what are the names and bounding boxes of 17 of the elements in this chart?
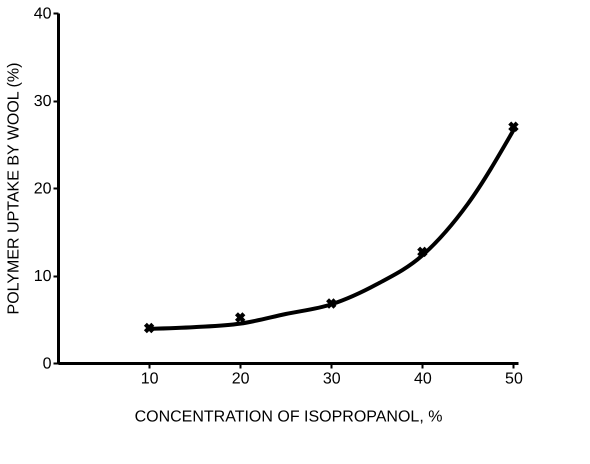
y-tick-label: 10: [34, 268, 52, 285]
point: [144, 322, 154, 334]
point: [234, 312, 246, 323]
point: [508, 122, 519, 132]
x-tick-label: 20: [232, 370, 250, 388]
y-tick-label: 30: [34, 93, 52, 110]
x-tick-label: 10: [140, 370, 159, 388]
y-axis-title: POLYMER UPTAKE BY WOOL (%): [6, 62, 23, 314]
point: [417, 246, 428, 258]
x-tick-label: 50: [505, 370, 523, 388]
point: [326, 298, 336, 309]
y-tick-label: 40: [34, 6, 52, 22]
x-tick-label: 40: [414, 370, 432, 388]
x-axis-title: CONCENTRATION OF ISOPROPANOL, %: [134, 408, 442, 426]
y-tick-label: 20: [34, 180, 52, 198]
y-tick-label: 0: [42, 356, 52, 372]
x-tick-label: 30: [322, 370, 341, 388]
